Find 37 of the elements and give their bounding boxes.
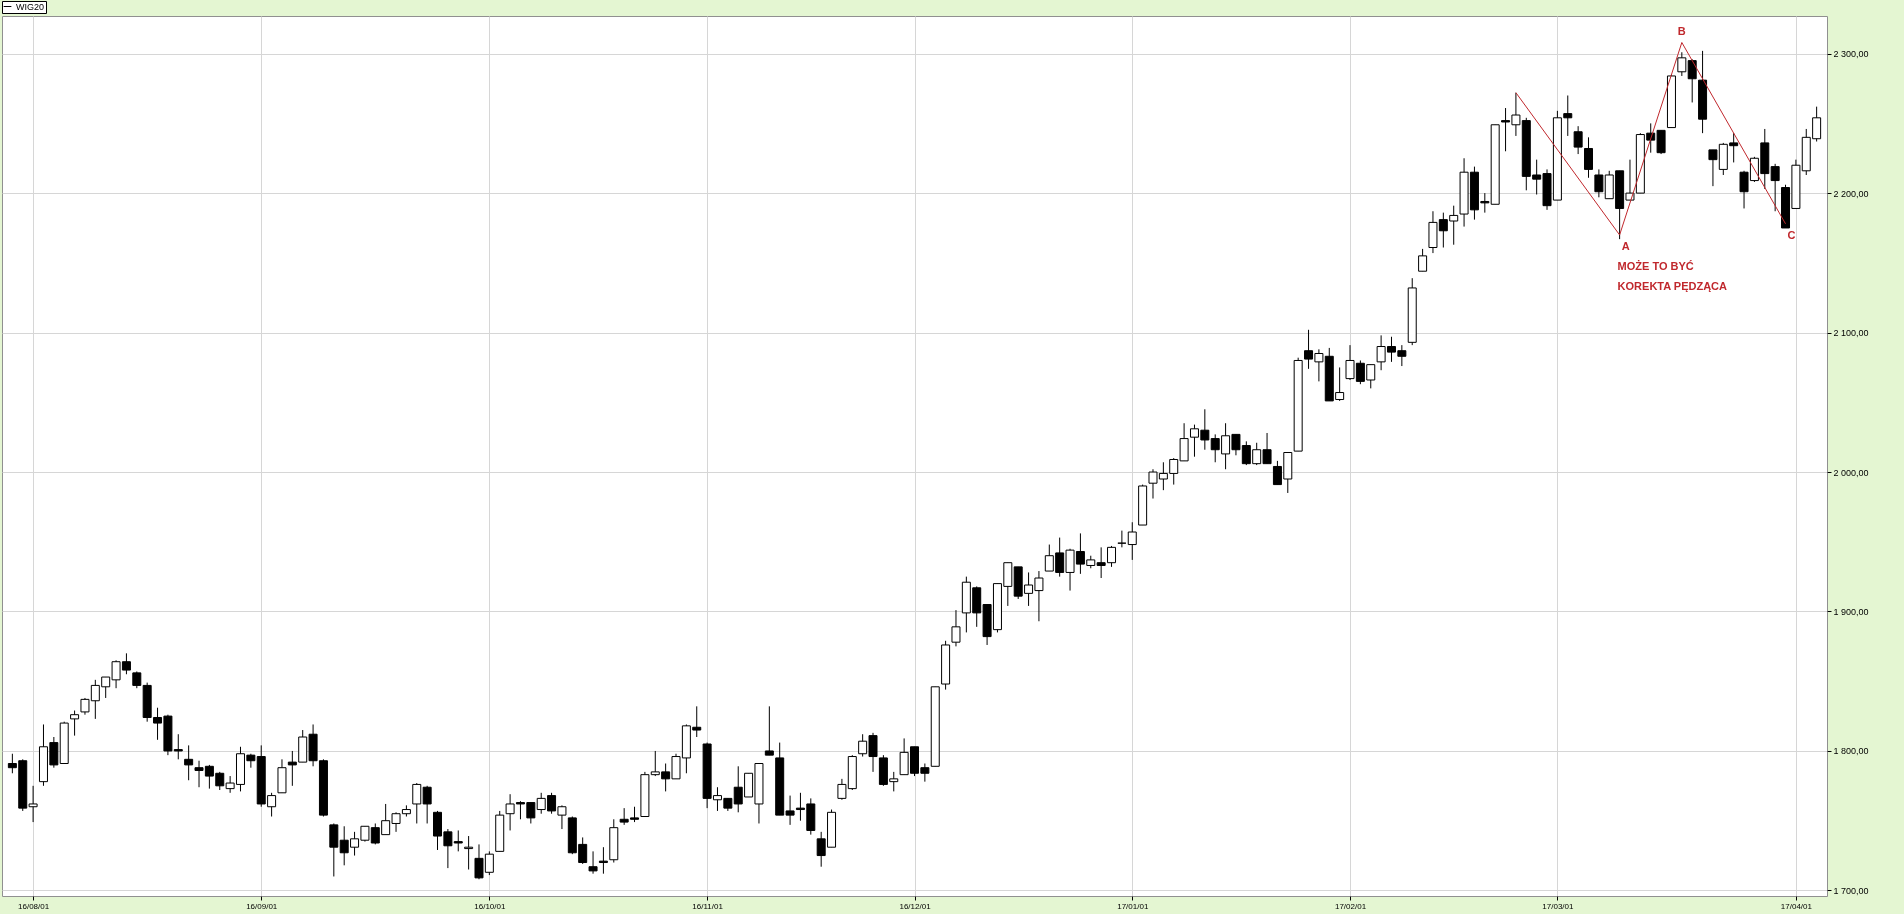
x-tick-label: 17/03/01: [1542, 901, 1575, 911]
candlestick: [1418, 248, 1428, 272]
candlestick: [951, 609, 961, 647]
candlestick: [598, 846, 608, 875]
x-tick-label: 17/01/01: [1117, 901, 1149, 911]
y-tick-label: 1 700,00: [1833, 885, 1869, 896]
y-tick-label: 2 000,00: [1833, 467, 1869, 478]
x-tick-label: 16/09/01: [246, 901, 278, 911]
x-tick-label: 17/02/01: [1334, 901, 1367, 911]
candlestick: [588, 850, 598, 875]
candlestick: [1687, 58, 1697, 103]
annotation: C: [1787, 228, 1796, 241]
line-series: [1515, 42, 1787, 236]
x-tick-label: 17/04/01: [1780, 901, 1813, 911]
candlestick: [764, 705, 774, 756]
candlestick: [184, 744, 194, 781]
legend-label: WIG20: [16, 1, 45, 12]
y-tick-label: 1 800,00: [1833, 746, 1869, 757]
candlestick: [1127, 521, 1137, 561]
annotation: KOREKTA PĘDZĄCA: [1617, 279, 1728, 292]
candlestick: [1770, 163, 1780, 212]
annotation: B: [1677, 25, 1686, 38]
y-tick-label: 2 100,00: [1833, 328, 1869, 339]
y-tick-label: 2 300,00: [1833, 49, 1869, 60]
y-tick-label: 2 200,00: [1833, 188, 1869, 199]
candlestick: [1573, 125, 1583, 155]
candlestick: [1677, 51, 1687, 77]
x-tick-label: 16/10/01: [474, 901, 506, 911]
annotation: MOŻE TO BYĆ: [1617, 259, 1694, 272]
candlestick: [329, 822, 339, 877]
x-tick-label: 16/11/01: [692, 901, 724, 911]
y-tick-label: 1 900,00: [1833, 607, 1869, 617]
candlestick: [70, 710, 80, 737]
candlestick: [1584, 136, 1594, 179]
annotation: A: [1621, 239, 1630, 252]
x-tick-label: 16/08/01: [18, 901, 50, 911]
x-tick-label: 16/12/01: [899, 901, 932, 911]
